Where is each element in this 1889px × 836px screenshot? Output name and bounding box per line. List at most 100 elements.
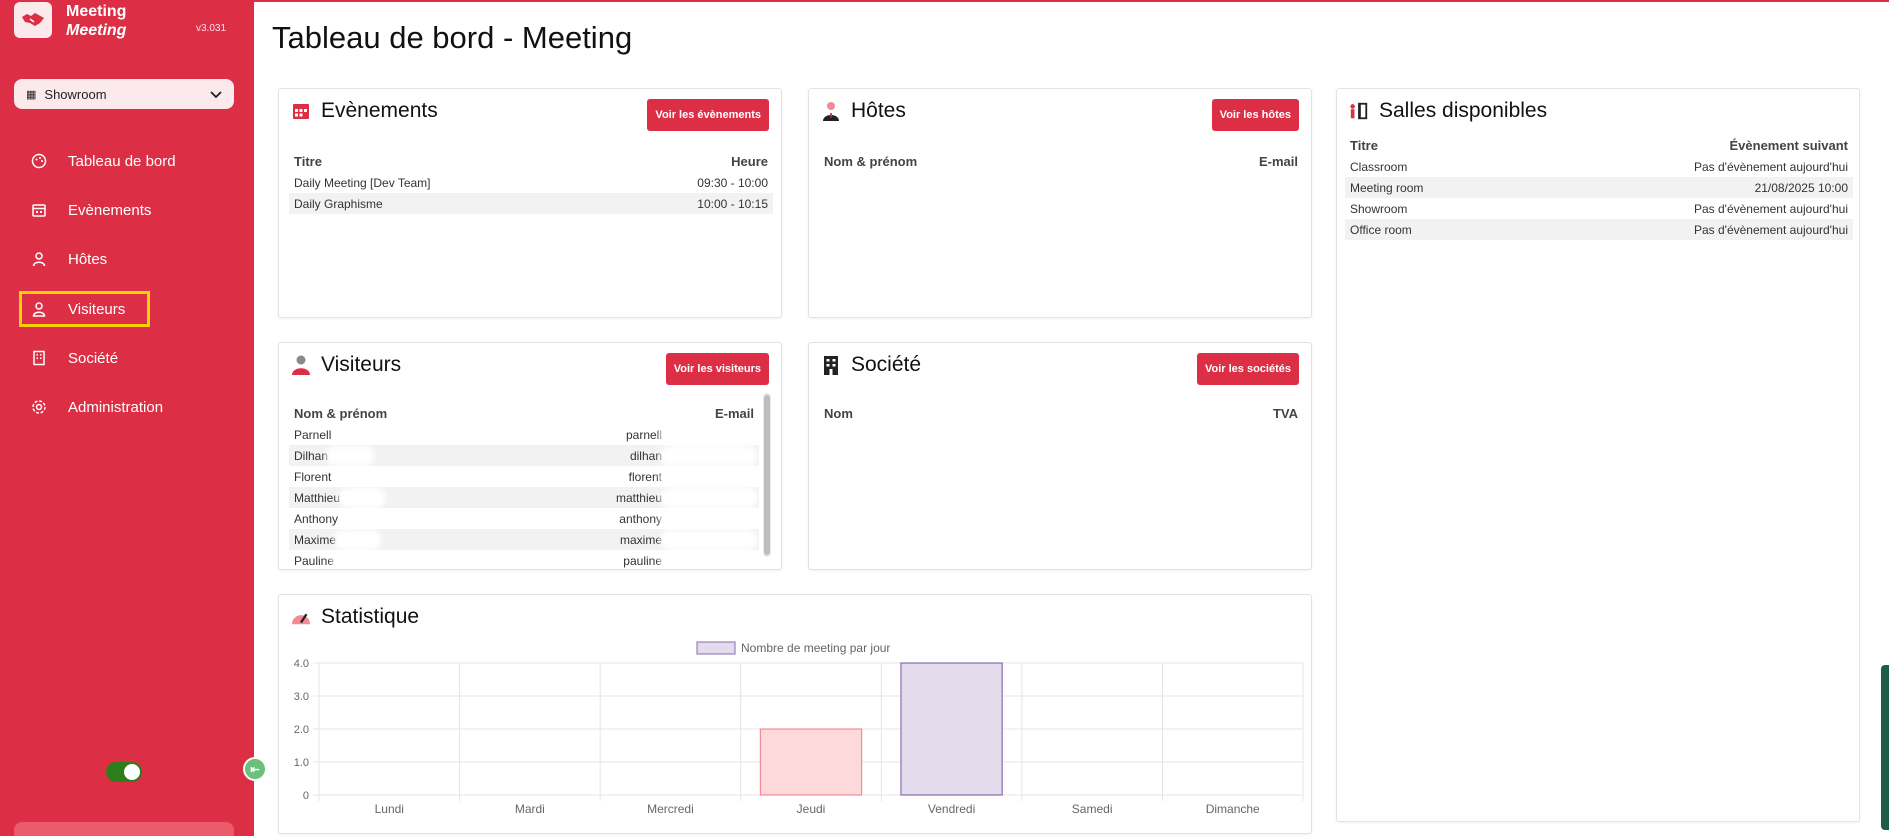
- calendar-icon: [291, 101, 311, 121]
- view-hosts-button[interactable]: Voir les hôtes: [1211, 99, 1299, 131]
- visitor-name-text: Matthieu: [294, 490, 341, 505]
- table-row[interactable]: Matthieu matthieu: [289, 487, 759, 508]
- room-next-event: 21/08/2025 10:00: [1516, 177, 1853, 198]
- visitors-title: Visiteurs: [321, 353, 402, 376]
- grid-icon: ▦: [26, 88, 37, 101]
- hosts-card: Hôtes Voir les hôtes Nom & prénom E-mail: [808, 88, 1312, 318]
- sidebar-item-label: Administration: [68, 398, 164, 416]
- side-tab[interactable]: [1881, 665, 1889, 830]
- room-name: Office room: [1345, 219, 1517, 240]
- redaction-blur: [336, 555, 377, 568]
- redaction-blur: [664, 555, 754, 568]
- table-row[interactable]: Daily Graphisme 10:00 - 10:15: [289, 193, 773, 214]
- redaction-blur: [330, 450, 371, 463]
- view-events-button[interactable]: Voir les évènements: [647, 99, 769, 131]
- sidebar-item-visitors[interactable]: Visiteurs: [19, 291, 150, 327]
- visitor-email-text: anthony: [619, 511, 662, 526]
- table-row[interactable]: Pauline pauline: [289, 550, 759, 569]
- chart-x-ticks: Lundi Mardi Mercredi Jeudi Vendredi Samedi Dim…: [375, 802, 1260, 816]
- main-content: Tableau de bord - Meeting Evènements Voi…: [254, 0, 1889, 836]
- visitor-email: parnell: [482, 424, 759, 445]
- user-icon: [30, 300, 48, 318]
- col-name: Nom & prénom: [294, 406, 388, 421]
- statistics-card: Statistique 0 1.0 2.0 3.0 4.0 Lundi Mardi Merc…: [278, 594, 1312, 834]
- col-vat: TVA: [1272, 406, 1298, 421]
- events-card-title: Evènements: [291, 99, 438, 123]
- visitor-email: florent: [482, 466, 759, 487]
- bar-vendredi[interactable]: [900, 662, 1003, 796]
- event-time: 10:00 - 10:15: [601, 193, 773, 214]
- location-selector[interactable]: ▦ Showroom: [14, 79, 234, 109]
- event-title: Daily Meeting [Dev Team]: [294, 175, 431, 190]
- user-menu[interactable]: [14, 822, 234, 836]
- statistics-title: Statistique: [321, 605, 420, 628]
- table-row[interactable]: Daily Meeting [Dev Team] 09:30 - 10:00: [289, 172, 773, 193]
- table-row[interactable]: Florent florent: [289, 466, 759, 487]
- meetings-bar-chart: 0 1.0 2.0 3.0 4.0 Lundi Mardi Mercredi Jeudi Ven…: [294, 641, 1304, 816]
- x-tick-label: Mardi: [515, 802, 545, 816]
- table-row[interactable]: Dilhan dilhan: [289, 445, 759, 466]
- room-name: Showroom: [1350, 201, 1408, 216]
- building-icon: [30, 349, 48, 367]
- bar-jeudi[interactable]: [759, 728, 863, 796]
- redaction-blur: [338, 534, 379, 547]
- sidebar-item-dashboard[interactable]: Tableau de bord: [22, 146, 232, 176]
- redaction-blur: [664, 534, 754, 547]
- rooms-table: Titre Évènement suivant Classroom Pas d'év…: [1345, 135, 1853, 240]
- visitor-email: dilhan: [482, 445, 759, 466]
- y-tick-label: 2.0: [294, 724, 309, 736]
- visitor-name-text: Maxime: [294, 532, 337, 547]
- collapse-sidebar-icon[interactable]: ⇤: [243, 757, 267, 781]
- event-time: 09:30 - 10:00: [697, 175, 768, 190]
- room-next-event: Pas d'évènement aujourd'hui: [1693, 201, 1848, 216]
- sidebar-item-administration[interactable]: Administration: [22, 392, 232, 422]
- user-icon: [291, 355, 311, 375]
- rooms-card-title: Salles disponibles: [1349, 99, 1547, 123]
- y-tick-label: 0: [303, 790, 309, 802]
- table-row[interactable]: Parnell parnell: [289, 424, 759, 445]
- view-companies-button[interactable]: Voir les sociétés: [1196, 353, 1299, 385]
- events-title: Evènements: [321, 99, 438, 122]
- visitors-card: Visiteurs Voir les visiteurs Nom & préno…: [278, 342, 782, 570]
- visitor-name: Maxime: [289, 529, 483, 550]
- visitors-card-title: Visiteurs: [291, 353, 401, 377]
- room-next-event: Pas d'évènement aujourd'hui: [1516, 219, 1853, 240]
- palette-icon: [30, 152, 48, 170]
- sidebar-item-company[interactable]: Société: [22, 343, 232, 373]
- legend-swatch: [696, 641, 736, 655]
- view-visitors-button[interactable]: Voir les visiteurs: [665, 353, 769, 385]
- visitor-email-text: florent: [628, 469, 662, 484]
- table-row[interactable]: Office room Pas d'évènement aujourd'hui: [1345, 219, 1853, 240]
- sidebar-item-label: Tableau de bord: [68, 152, 176, 170]
- col-email: E-mail: [1258, 154, 1298, 169]
- room-name: Meeting room: [1345, 177, 1517, 198]
- table-row[interactable]: Anthony anthony: [289, 508, 759, 529]
- col-title: Titre: [294, 154, 322, 169]
- visitors-scrollbar[interactable]: [763, 393, 771, 557]
- room-next-event: Pas d'évènement aujourd'hui: [1693, 159, 1848, 174]
- visitor-email-text: pauline: [623, 553, 662, 568]
- visitor-email: maxime: [482, 529, 759, 550]
- chevron-down-icon: [210, 87, 222, 102]
- theme-toggle[interactable]: [106, 762, 142, 782]
- company-title: Société: [851, 353, 922, 376]
- table-row[interactable]: Showroom Pas d'évènement aujourd'hui: [1345, 198, 1853, 219]
- app-name: Meeting Meeting: [66, 2, 126, 40]
- visitor-email: pauline: [482, 550, 759, 569]
- scrollbar-thumb[interactable]: [764, 395, 770, 555]
- chart-y-ticks: 0 1.0 2.0 3.0 4.0: [294, 658, 309, 802]
- rooms-title: Salles disponibles: [1379, 99, 1548, 122]
- sidebar-item-label: Evènements: [68, 201, 152, 219]
- visitor-name-text: Pauline: [294, 553, 335, 568]
- table-row[interactable]: Meeting room 21/08/2025 10:00: [1345, 177, 1853, 198]
- sidebar-item-events[interactable]: Evènements: [22, 195, 232, 225]
- sidebar-item-hosts[interactable]: Hôtes: [22, 244, 232, 274]
- table-row[interactable]: Maxime maxime: [289, 529, 759, 550]
- table-row[interactable]: Classroom Pas d'évènement aujourd'hui: [1345, 156, 1853, 177]
- sidebar-item-label: Visiteurs: [68, 300, 126, 318]
- visitor-name: Matthieu: [289, 487, 483, 508]
- legend-label: Nombre de meeting par jour: [741, 641, 890, 655]
- company-card: Société Voir les sociétés Nom TVA: [808, 342, 1312, 570]
- y-tick-label: 4.0: [294, 658, 309, 670]
- col-email: E-mail: [714, 406, 754, 421]
